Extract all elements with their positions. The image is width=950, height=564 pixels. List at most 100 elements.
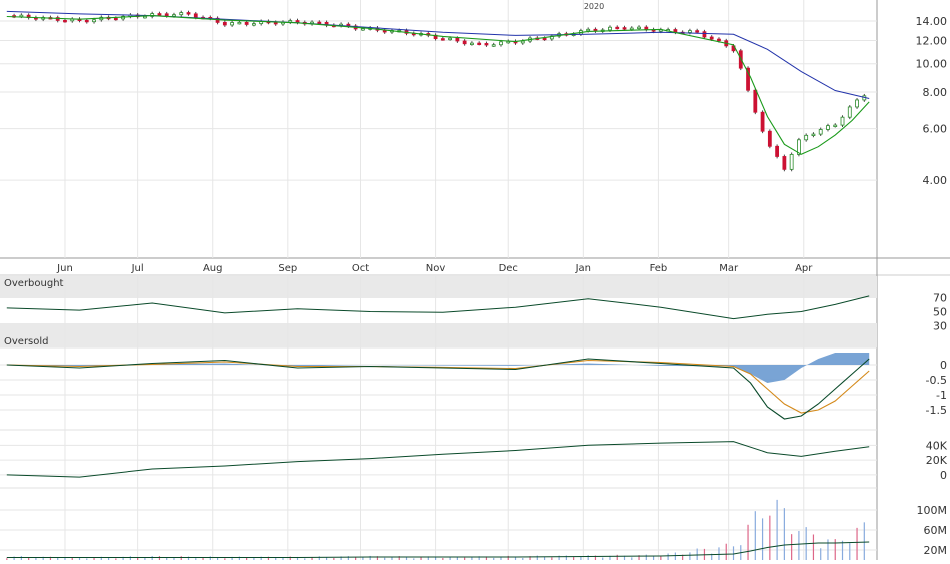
candle-body (826, 125, 830, 130)
oversold-label: Oversold (4, 336, 49, 347)
candle-body (746, 67, 750, 91)
candle-body (172, 14, 176, 17)
candle-body (150, 13, 155, 17)
candle-body (317, 21, 322, 25)
candle-body (818, 129, 823, 135)
candle-body (477, 42, 482, 46)
oscillator-tick-label: 50 (933, 306, 947, 319)
candle-body (499, 41, 503, 46)
candle-body (789, 153, 794, 170)
candle-body (440, 38, 445, 41)
x-tick-label: Sep (278, 263, 297, 274)
candle-body (84, 19, 89, 23)
x-tick-label: Feb (650, 263, 668, 274)
candle-body (760, 111, 765, 132)
candle-body (361, 28, 365, 31)
candle-body (644, 26, 649, 30)
candle-body (63, 20, 67, 23)
x-tick-label: Aug (203, 263, 223, 274)
candle-body (157, 13, 162, 16)
candle-body (186, 12, 191, 15)
price-tick-label: 12.00 (916, 35, 948, 48)
x-tick-label: Dec (499, 263, 518, 274)
candle-body (804, 134, 809, 141)
macd-tick-label: -1.5 (926, 404, 947, 417)
candle-body (222, 21, 227, 26)
candle-body (215, 17, 220, 23)
candle-body (695, 30, 700, 33)
candle-body (295, 20, 300, 23)
candle-body (244, 21, 249, 25)
marks-layer (6, 10, 870, 560)
candle-body (491, 44, 496, 47)
price-tick-label: 4.00 (923, 174, 948, 187)
candle-body (833, 124, 838, 127)
candle-body (55, 17, 60, 21)
x-tick-label: Jan (575, 263, 591, 274)
candle-body (470, 42, 474, 46)
candle-body (92, 19, 96, 23)
candle-body (448, 37, 453, 41)
candle-body (113, 17, 118, 21)
candle-body (717, 38, 721, 42)
macd-tick-label: -0.5 (926, 374, 947, 387)
candle-body (462, 40, 467, 45)
candle-body (520, 40, 525, 44)
volume-moving-average-line (6, 541, 870, 558)
short-moving-average-line (6, 15, 870, 155)
obv-tick-label: 40K (926, 439, 948, 452)
volume-tick-label: 20M (924, 544, 948, 557)
candle-body (586, 28, 591, 32)
candle-body (709, 36, 714, 40)
oscillator-tick-label: 30 (933, 320, 947, 333)
candle-body (143, 15, 147, 19)
candle-body (797, 139, 801, 155)
overbought-band (0, 276, 877, 298)
candle-body (855, 99, 859, 108)
volume-tick-label: 60M (924, 524, 948, 537)
x-tick-label: Nov (426, 263, 446, 274)
candle-body (688, 30, 692, 33)
oscillator-tick-label: 70 (933, 291, 947, 304)
labels-layer: Jun Jul Aug Sep Oct Nov Dec Jan Feb Mar Apr 14.00 12… (56, 15, 948, 557)
candle-body (455, 37, 460, 42)
price-tick-label: 8.00 (923, 86, 948, 99)
x-tick-label: Jun (56, 263, 73, 274)
candle-body (193, 13, 198, 18)
price-tick-label: 6.00 (923, 123, 948, 136)
price-tick-label: 10.00 (916, 58, 948, 71)
candle-body (230, 22, 235, 26)
oscillator-line (6, 295, 870, 320)
x-tick-label: Oct (352, 263, 369, 274)
macd-line (6, 358, 870, 420)
macd-tick-label: -1 (936, 389, 947, 402)
candle-body (702, 31, 707, 38)
candle-body (775, 145, 780, 157)
candle-body (19, 14, 24, 18)
macd-tick-label: 0 (940, 359, 947, 372)
candle-body (782, 156, 787, 170)
candle-body (179, 12, 184, 16)
obv-tick-label: 0 (940, 469, 947, 482)
candle-body (615, 26, 620, 30)
candle-body (484, 43, 489, 46)
candle-body (753, 89, 758, 113)
candle-body (767, 130, 772, 147)
candle-body (629, 27, 634, 30)
volume-tick-label: 100M (917, 504, 948, 517)
candle-body (840, 116, 845, 126)
x-tick-label: Jul (131, 263, 144, 274)
x-tick-label: Apr (795, 263, 813, 274)
candle-body (811, 133, 816, 136)
price-tick-label: 14.00 (916, 15, 948, 28)
candle-body (542, 37, 547, 41)
candle-body (847, 106, 852, 118)
x-tick-label: Mar (719, 263, 739, 274)
macd-histogram (6, 353, 870, 383)
obv-line (6, 441, 870, 478)
year-label: 2020 (584, 2, 604, 11)
candle-body (608, 26, 612, 31)
macd-signal-line (6, 359, 870, 414)
obv-tick-label: 20K (926, 454, 948, 467)
